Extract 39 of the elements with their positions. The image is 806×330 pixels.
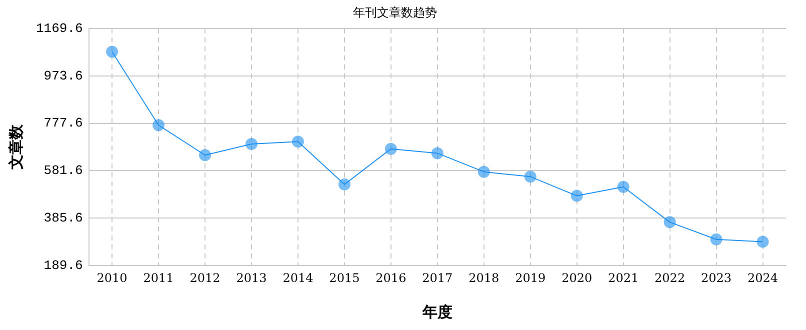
point (245, 138, 258, 150)
point (338, 178, 350, 190)
x-tick-label: 2014 (282, 270, 314, 285)
point (617, 180, 630, 193)
point (292, 136, 304, 148)
point (431, 147, 444, 160)
y-tick-label: 973.6 (44, 68, 83, 84)
point (152, 119, 165, 132)
x-tick-label: 2020 (562, 270, 592, 285)
y-tick-label: 581.6 (44, 163, 83, 178)
point (710, 233, 722, 246)
y-tick-label: 1169.6 (36, 20, 83, 36)
x-tick-label: 2024 (747, 270, 778, 285)
y-tick-label: 385.6 (44, 210, 83, 226)
x-tick-label: 2022 (654, 270, 686, 285)
point (524, 170, 536, 183)
x-tick-label: 2010 (96, 270, 128, 285)
point (199, 149, 212, 162)
x-tick-label: 2017 (422, 270, 453, 285)
chart-title: 年刊文章数趋势 (353, 5, 437, 20)
x-tick-label: 2021 (608, 270, 639, 285)
point (570, 190, 583, 202)
y-axis-title: 文章数 (6, 124, 25, 170)
x-tick-label: 2019 (515, 270, 546, 285)
x-tick-label: 2011 (143, 270, 174, 285)
y-tick-label: 189.6 (44, 258, 83, 274)
point (756, 236, 769, 248)
x-tick-label: 2023 (701, 270, 732, 285)
point (664, 216, 676, 228)
point (384, 142, 397, 155)
x-tick-label: 2012 (190, 270, 220, 285)
x-tick-label: 2015 (329, 270, 360, 285)
x-tick-label: 2013 (236, 270, 267, 285)
x-tick-label: 2018 (468, 270, 500, 285)
x-axis-title: 年度 (421, 302, 452, 321)
point (478, 166, 490, 178)
point (106, 46, 118, 58)
y-tick-label: 777.6 (44, 116, 83, 131)
x-tick-label: 2016 (376, 270, 406, 285)
